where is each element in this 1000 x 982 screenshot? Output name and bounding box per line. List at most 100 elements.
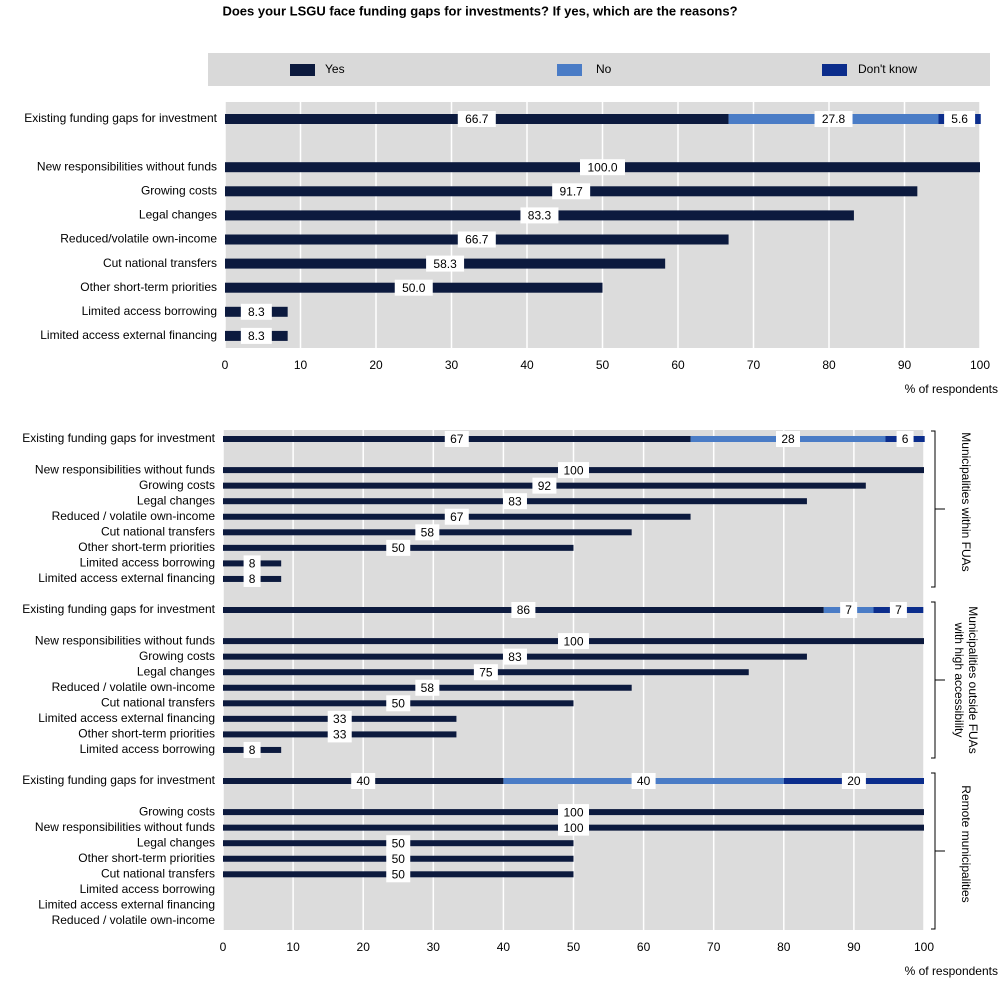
category-label: Other short-term priorities	[78, 540, 215, 554]
category-label: Limited access borrowing	[80, 556, 215, 570]
value-label-box	[415, 524, 440, 541]
category-label: Existing funding gaps for investment	[22, 602, 215, 616]
x-tick-label: 10	[294, 358, 308, 372]
value-label-box	[394, 279, 433, 296]
x-tick-label: 10	[286, 940, 300, 954]
value-label-box	[386, 835, 411, 852]
value-label-box	[558, 819, 589, 836]
value-label-box	[243, 741, 261, 758]
value-label-box	[351, 773, 376, 789]
x-tick-label: 30	[427, 940, 441, 954]
value-label-box	[473, 664, 498, 681]
legend-swatch	[290, 64, 315, 76]
x-tick-label: 50	[596, 358, 610, 372]
category-label: Legal changes	[137, 835, 215, 849]
value-label: 40	[357, 774, 371, 788]
x-tick-label: 20	[357, 940, 371, 954]
x-tick-label: 70	[707, 940, 721, 954]
category-label: Reduced / volatile own-income	[52, 913, 216, 927]
category-label: Legal changes	[137, 664, 215, 678]
category-label: Limited access external financing	[38, 898, 215, 912]
x-tick-label: 40	[497, 940, 511, 954]
value-label: 83	[508, 494, 522, 508]
value-label-box	[444, 508, 469, 525]
group-label: Municipalities within FUAs	[958, 432, 973, 572]
value-label-box	[457, 231, 496, 248]
value-label: 6	[902, 432, 909, 446]
value-label: 100.0	[587, 160, 617, 174]
value-label-box	[386, 866, 411, 883]
category-label: Limited access external financing	[38, 571, 215, 585]
category-label: Other short-term priorities	[80, 280, 217, 294]
value-label: 58	[421, 681, 435, 695]
legend-swatch	[822, 64, 847, 76]
category-label: Limited access borrowing	[80, 742, 215, 756]
value-label-box	[944, 111, 976, 127]
value-label-box	[558, 633, 589, 650]
value-label: 8	[249, 572, 256, 586]
value-label: 86	[517, 603, 531, 617]
value-label: 50.0	[402, 281, 426, 295]
value-label-box	[240, 303, 272, 320]
value-label: 7	[895, 603, 902, 617]
category-label: Legal changes	[137, 493, 215, 507]
legend-label: No	[596, 62, 612, 76]
value-label: 58.3	[433, 257, 457, 271]
value-label: 100	[563, 821, 583, 835]
x-tick-label: 70	[747, 358, 761, 372]
x-tick-label: 60	[671, 358, 685, 372]
value-label: 33	[333, 712, 347, 726]
x-tick-label: 100	[970, 358, 990, 372]
x-tick-label: 0	[220, 940, 227, 954]
value-label-box	[243, 555, 261, 572]
value-label: 83.3	[528, 209, 552, 223]
group-bracket	[931, 601, 945, 759]
category-label: New responsibilities without funds	[35, 633, 215, 647]
value-label-box	[896, 431, 914, 447]
value-label-box	[631, 773, 656, 789]
value-label: 83	[508, 650, 522, 664]
value-label-box	[386, 850, 411, 867]
value-label-box	[552, 183, 591, 200]
category-label: New responsibilities without funds	[35, 820, 215, 834]
value-label: 8.3	[248, 305, 265, 319]
value-label-box	[558, 804, 589, 821]
x-tick-label: 30	[445, 358, 459, 372]
value-label: 100	[563, 805, 583, 819]
category-label: New responsibilities without funds	[35, 462, 215, 476]
value-label: 7	[845, 603, 852, 617]
category-label: Cut national transfers	[103, 256, 217, 270]
category-label: Limited access borrowing	[80, 882, 215, 896]
value-label: 67	[450, 510, 464, 524]
value-label-box	[386, 695, 411, 712]
category-label: Growing costs	[141, 183, 217, 197]
value-label: 100	[563, 634, 583, 648]
value-label: 8	[249, 557, 256, 571]
value-label-box	[327, 726, 352, 743]
category-label: Legal changes	[139, 208, 217, 222]
value-label-box	[580, 159, 625, 176]
value-label: 100	[563, 463, 583, 477]
value-label-box	[841, 773, 866, 789]
category-label: Growing costs	[139, 478, 215, 492]
category-label: Existing funding gaps for investment	[22, 431, 215, 445]
value-label-box	[240, 327, 272, 344]
value-label: 33	[333, 728, 347, 742]
value-label: 28	[781, 432, 795, 446]
value-label: 67	[450, 432, 464, 446]
group-bracket	[931, 772, 945, 930]
category-label: Cut national transfers	[101, 524, 215, 538]
value-label-box	[511, 602, 536, 618]
x-axis-label: % of respondents	[905, 382, 998, 396]
value-label-box	[502, 493, 527, 510]
value-label: 50	[392, 696, 406, 710]
value-label-box	[327, 710, 352, 727]
value-label: 8.3	[248, 329, 265, 343]
value-label: 50	[392, 867, 406, 881]
group-label: Municipalities outside FUAs with high ac…	[951, 606, 980, 754]
value-label-box	[889, 602, 907, 618]
category-label: Existing funding gaps for investment	[24, 111, 217, 125]
category-label: Other short-term priorities	[78, 851, 215, 865]
